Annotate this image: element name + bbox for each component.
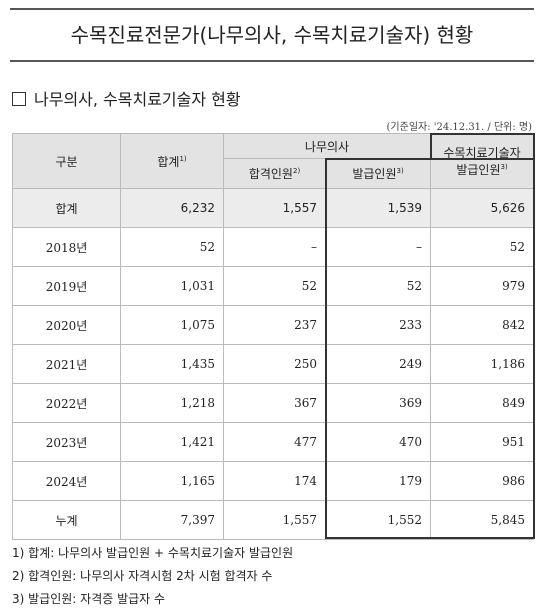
table-cell: 1,031 bbox=[120, 266, 224, 306]
table-cell: 233 bbox=[324, 305, 432, 345]
table-body: 합계 6,232 1,557 1,539 5,626 2018년 52– –52 2019년 1,… bbox=[12, 188, 535, 540]
table-cell: 7,397 bbox=[120, 500, 224, 540]
table-cell: 174 bbox=[223, 461, 326, 501]
header-text: 합계 bbox=[157, 154, 180, 169]
table-row: 합계 6,232 1,557 1,539 5,626 bbox=[12, 188, 535, 228]
table-cell: 1,218 bbox=[120, 383, 224, 423]
table-row: 2018년 52– –52 bbox=[12, 227, 535, 267]
table-cell: 52 bbox=[120, 227, 224, 267]
header-text: 발급인원 bbox=[352, 167, 397, 181]
table-cell: 1,165 bbox=[120, 461, 224, 501]
table-cell: 52 bbox=[223, 266, 326, 306]
table-cell: 1,075 bbox=[120, 305, 224, 345]
footnote-ref: 3) bbox=[500, 163, 508, 171]
table-cell: 1,539 bbox=[324, 188, 432, 228]
row-label: 누계 bbox=[12, 500, 121, 540]
header-cell: 나무의사 bbox=[222, 133, 432, 159]
table-cell: 1,557 bbox=[223, 188, 326, 228]
footnote: 2) 합격인원: 나무의사 자격시험 2차 시험 합격자 수 bbox=[12, 569, 273, 583]
table-cell: 5,845 bbox=[430, 500, 535, 540]
table-cell: 5,626 bbox=[430, 188, 535, 228]
table-cell: 979 bbox=[430, 266, 535, 306]
header-cell: 합격인원2) bbox=[223, 158, 326, 189]
table-cell: 367 bbox=[223, 383, 326, 423]
table-cell: 1,435 bbox=[120, 344, 224, 384]
footnote-ref: 2) bbox=[292, 167, 301, 175]
table-cell: 52 bbox=[324, 266, 432, 306]
table-cell: 951 bbox=[430, 422, 535, 462]
page-title: 수목진료전문가(나무의사, 수목치료기술자) 현황 bbox=[10, 8, 534, 62]
row-label: 합계 bbox=[12, 188, 121, 228]
footnote: 3) 발급인원: 자격증 발급자 수 bbox=[12, 592, 166, 606]
table-cell: 470 bbox=[324, 422, 432, 462]
header-text: 발급인원 bbox=[456, 163, 501, 177]
table-row: 2022년 1,218 367 369 849 bbox=[12, 383, 535, 423]
header-cell: 발급인원3) bbox=[324, 158, 432, 189]
header-cell: 합계1) bbox=[120, 133, 224, 189]
row-label: 2022년 bbox=[12, 383, 121, 423]
table-row: 2024년 1,165 174 179 986 bbox=[12, 461, 535, 501]
footnote-ref: 3) bbox=[396, 167, 404, 175]
table-cell: – bbox=[324, 227, 432, 267]
table-cell: 1,421 bbox=[120, 422, 224, 462]
table-cell: 849 bbox=[430, 383, 535, 423]
footnote-ref: 1) bbox=[179, 154, 187, 163]
table-cell: 369 bbox=[324, 383, 432, 423]
header-cell: 구분 bbox=[12, 133, 121, 189]
header-text: 합격인원 bbox=[248, 167, 293, 181]
table-cell: 477 bbox=[223, 422, 326, 462]
section-heading: 나무의사, 수목치료기술자 현황 bbox=[12, 86, 241, 110]
table-row: 2020년 1,075 237 233 842 bbox=[12, 305, 535, 345]
table-row: 누계 7,397 1,557 1,552 5,845 bbox=[12, 500, 535, 540]
checkbox-icon bbox=[12, 92, 26, 106]
header-text: 수목치료기술자 bbox=[443, 146, 521, 160]
table-cell: 6,232 bbox=[120, 188, 224, 228]
table-cell: 986 bbox=[430, 461, 535, 501]
table-cell: 249 bbox=[324, 344, 432, 384]
table-cell: 237 bbox=[223, 305, 326, 345]
table-cell: 1,186 bbox=[430, 344, 535, 384]
row-label: 2023년 bbox=[12, 422, 121, 462]
section-title: 나무의사, 수목치료기술자 현황 bbox=[34, 90, 241, 109]
table-row: 2021년 1,435 250 249 1,186 bbox=[12, 344, 535, 384]
data-table: 구분 합계1) 나무의사 수목치료기술자 발급인원3) 합격인원2) 발급인원3)… bbox=[12, 133, 535, 540]
row-label: 2019년 bbox=[12, 266, 121, 306]
table-row: 2019년 1,031 52 52 979 bbox=[12, 266, 535, 306]
footnote: 1) 합계: 나무의사 발급인원 + 수목치료기술자 발급인원 bbox=[12, 546, 294, 560]
table-cell: 1,552 bbox=[324, 500, 432, 540]
table-cell: 52 bbox=[430, 227, 535, 267]
row-label: 2021년 bbox=[12, 344, 121, 384]
table-note: (기준일자: '24.12.31. / 단위: 명) bbox=[386, 122, 532, 133]
table-cell: 1,557 bbox=[223, 500, 326, 540]
row-label: 2024년 bbox=[12, 461, 121, 501]
table-row: 2023년 1,421 477 470 951 bbox=[12, 422, 535, 462]
table-cell: 842 bbox=[430, 305, 535, 345]
row-label: 2020년 bbox=[12, 305, 121, 345]
header-row: 구분 합계1) 나무의사 수목치료기술자 발급인원3) bbox=[12, 133, 535, 189]
table-cell: – bbox=[223, 227, 326, 267]
table-cell: 250 bbox=[223, 344, 326, 384]
table-cell: 179 bbox=[324, 461, 432, 501]
row-label: 2018년 bbox=[12, 227, 121, 267]
